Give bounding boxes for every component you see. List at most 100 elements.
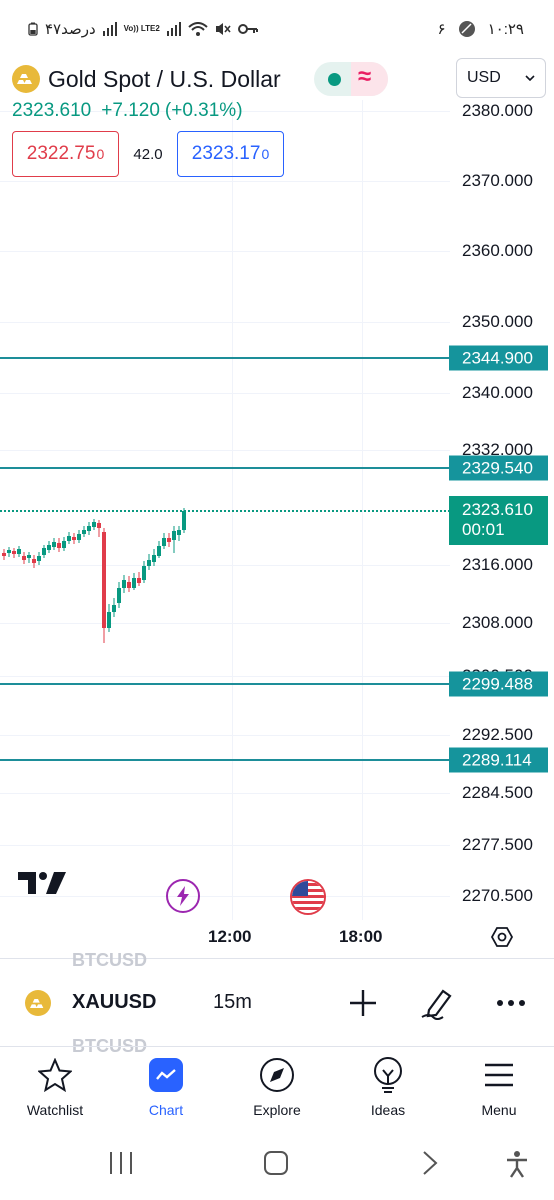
y-tick: 2308.000 bbox=[462, 613, 533, 632]
candle-body bbox=[112, 605, 116, 612]
drawing-tools-icon[interactable] bbox=[421, 986, 455, 1020]
battery-icon bbox=[28, 22, 38, 36]
y-tick: 2270.500 bbox=[462, 886, 533, 905]
data-delay-icon: ≈ bbox=[358, 63, 372, 90]
candle-body bbox=[67, 536, 71, 541]
y-tick: 2380.000 bbox=[462, 101, 533, 120]
nav-label: Watchlist bbox=[26, 1102, 84, 1118]
hline-price-label: 2299.488 bbox=[449, 671, 548, 697]
nav-label: Explore bbox=[253, 1102, 301, 1118]
y-tick: 2316.000 bbox=[462, 555, 533, 574]
nav-menu[interactable]: Menu bbox=[449, 1056, 549, 1118]
current-price-line bbox=[0, 510, 450, 512]
ghost-symbol-above: BTCUSD bbox=[72, 950, 147, 970]
candlestick-series bbox=[2, 508, 186, 643]
candle-body bbox=[167, 538, 171, 542]
us-flag-icon[interactable] bbox=[290, 879, 326, 915]
back-icon[interactable] bbox=[420, 1150, 440, 1176]
y-tick: 2350.000 bbox=[462, 312, 533, 331]
candle-body bbox=[72, 537, 76, 540]
candle-body bbox=[142, 566, 146, 580]
x-tick: 12:00 bbox=[208, 927, 252, 946]
horizontal-line[interactable] bbox=[0, 759, 450, 761]
ask-fraction: 0 bbox=[261, 146, 270, 162]
current-price-value: 2323.610 bbox=[462, 500, 533, 519]
status-pill-right bbox=[351, 62, 388, 96]
sell-button[interactable]: 2322.75 0 bbox=[12, 131, 119, 177]
candle-body bbox=[12, 551, 16, 554]
symbol-header[interactable]: Gold Spot / U.S. Dollar bbox=[12, 62, 281, 96]
recent-apps-icon[interactable] bbox=[108, 1150, 134, 1176]
system-navigation-bar bbox=[0, 1140, 554, 1200]
y-tick: 2284.500 bbox=[462, 783, 533, 802]
accessibility-icon[interactable] bbox=[505, 1150, 529, 1178]
nav-ideas[interactable]: Ideas bbox=[338, 1056, 438, 1118]
horizontal-line[interactable] bbox=[0, 357, 450, 359]
candle-body bbox=[117, 588, 121, 603]
ask-price: 2323.17 bbox=[191, 143, 261, 164]
network-label: Vo)) LTE2 bbox=[123, 24, 160, 33]
candle-body bbox=[132, 578, 136, 588]
candle-body bbox=[157, 546, 161, 556]
candle-body bbox=[57, 543, 61, 548]
status-bar: ۴۷درصد Vo)) LTE2 ۶ ۱۰:۲۹ bbox=[0, 0, 554, 50]
market-open-dot-icon bbox=[328, 73, 341, 86]
compass-icon bbox=[260, 1058, 294, 1092]
gold-icon bbox=[12, 65, 40, 93]
candle-body bbox=[32, 559, 36, 563]
price-change-percent: (+0.31%) bbox=[164, 100, 243, 121]
bottom-navigation: Watchlist Chart Explore Ideas Menu bbox=[0, 1048, 554, 1130]
mute-icon bbox=[215, 23, 231, 35]
interval-button[interactable]: 15m bbox=[213, 991, 252, 1013]
more-options-icon[interactable] bbox=[496, 988, 526, 1018]
chevron-down-icon bbox=[525, 75, 535, 81]
candle-body bbox=[62, 541, 66, 548]
current-price-label: 2323.610 00:01 bbox=[449, 496, 548, 545]
nav-explore[interactable]: Explore bbox=[227, 1056, 327, 1118]
candle-body bbox=[107, 612, 111, 628]
y-tick: 2332.000 bbox=[462, 440, 533, 459]
candle-body bbox=[152, 555, 156, 562]
horizontal-line[interactable] bbox=[0, 467, 450, 469]
grid-hline bbox=[0, 111, 450, 112]
spread-value: 42.0 bbox=[133, 145, 163, 163]
grid-hline bbox=[0, 450, 450, 451]
candle-body bbox=[47, 545, 51, 550]
candle-body bbox=[37, 556, 41, 561]
y-tick: 2292.500 bbox=[462, 725, 533, 744]
candle-body bbox=[127, 582, 131, 588]
nav-chart[interactable]: Chart bbox=[116, 1056, 216, 1118]
grid-hline bbox=[0, 565, 450, 566]
y-tick: 2277.500 bbox=[462, 835, 533, 854]
chart-icon bbox=[149, 1058, 183, 1092]
divider bbox=[0, 958, 554, 959]
grid-hline bbox=[0, 896, 450, 897]
grid-hline bbox=[0, 251, 450, 252]
tradingview-logo bbox=[18, 872, 66, 894]
candle-body bbox=[27, 555, 31, 558]
lightbulb-icon bbox=[374, 1057, 402, 1093]
wifi-icon bbox=[188, 22, 208, 36]
chart-area[interactable]: 2380.000 2370.000 2360.000 2350.000 2340.000… bbox=[0, 0, 554, 958]
y-tick: 2360.000 bbox=[462, 241, 533, 260]
last-price: 2323.610 bbox=[12, 100, 92, 121]
market-status-badge[interactable]: ≈ bbox=[314, 62, 388, 96]
flash-icon[interactable] bbox=[166, 879, 200, 913]
home-icon[interactable] bbox=[263, 1150, 289, 1176]
bid-fraction: 0 bbox=[96, 146, 105, 162]
candle-body bbox=[2, 553, 6, 556]
hline-price-label: 2344.900 bbox=[449, 345, 548, 371]
currency-select[interactable]: USD bbox=[456, 58, 546, 98]
price-change: +7.120 bbox=[101, 100, 160, 121]
nav-watchlist[interactable]: Watchlist bbox=[5, 1056, 105, 1118]
horizontal-line[interactable] bbox=[0, 683, 450, 685]
candle-body bbox=[147, 560, 151, 566]
grid-hline bbox=[0, 676, 450, 677]
candle-body bbox=[162, 538, 166, 546]
buy-button[interactable]: 2323.17 0 bbox=[177, 131, 284, 177]
x-tick: 18:00 bbox=[339, 927, 383, 946]
symbol-search-button[interactable]: XAUUSD bbox=[72, 991, 157, 1013]
candle-body bbox=[102, 532, 106, 628]
add-icon[interactable] bbox=[348, 988, 378, 1018]
chart-settings-icon[interactable] bbox=[490, 925, 514, 949]
